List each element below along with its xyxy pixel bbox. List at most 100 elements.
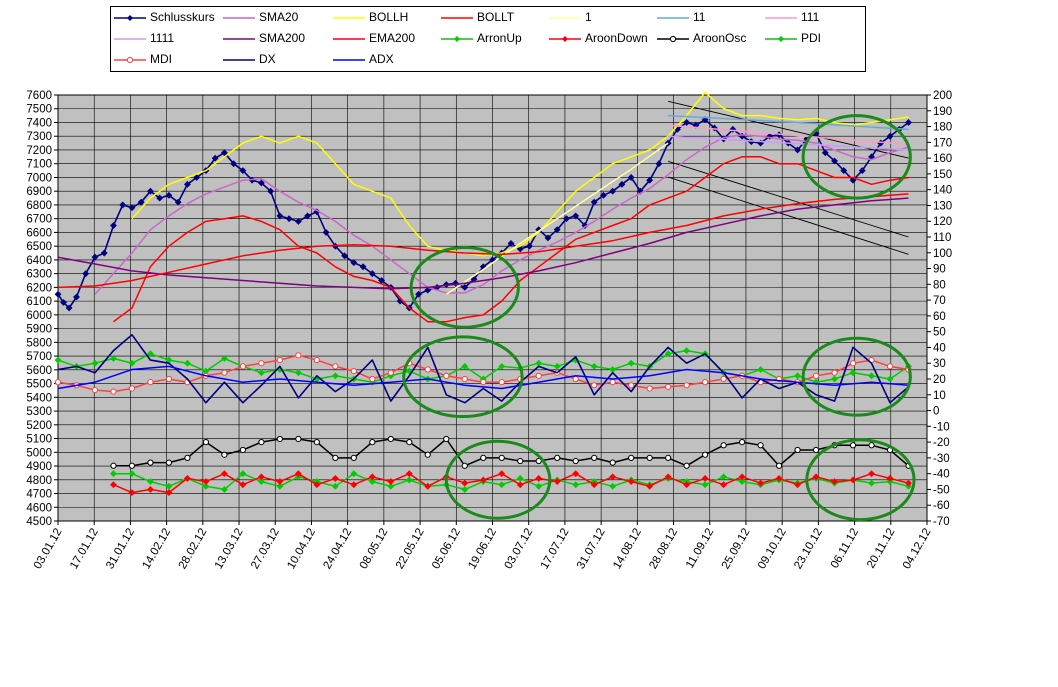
point-aroonosc — [775, 462, 783, 469]
point-pdi — [184, 359, 191, 367]
point-mdi — [683, 382, 690, 389]
y2-tick-label: 100 — [933, 248, 952, 260]
point-arronup — [498, 481, 506, 489]
point-aroonosc — [443, 435, 450, 443]
y2-tick-label: 20 — [933, 374, 946, 386]
legend-swatch — [223, 17, 255, 19]
point-arronup — [331, 482, 339, 490]
x-tick-label: 05.06.12 — [430, 527, 463, 572]
series-line-adx — [57, 365, 909, 390]
point-mdi — [239, 363, 246, 370]
y-tick-label: 5000 — [26, 447, 52, 459]
y2-tick-label: 120 — [933, 216, 952, 228]
point-aroonosc — [258, 439, 265, 446]
point-mdi — [498, 379, 505, 386]
y-tick-label: 5900 — [26, 324, 52, 336]
y-tick-label: 7500 — [26, 104, 52, 116]
point-aroondown — [683, 481, 691, 489]
legend-label: 111 — [801, 10, 820, 24]
point-schlusskurs — [60, 299, 67, 306]
y-tick-label: 5200 — [26, 420, 52, 432]
point-mdi — [443, 372, 450, 379]
series-line-bollt — [113, 156, 909, 323]
y2-tick-label: 180 — [933, 122, 952, 134]
legend-label: PDI — [801, 31, 822, 45]
y-tick-label: 6000 — [26, 310, 52, 322]
point-arronup — [701, 481, 709, 489]
point-mdi — [812, 372, 820, 379]
point-arronup — [368, 478, 376, 485]
point-mdi — [221, 369, 228, 376]
point-schlusskurs — [710, 124, 718, 132]
x-tick-label: 19.06.12 — [466, 527, 499, 572]
point-aroondown — [165, 489, 173, 497]
point-arronup — [239, 470, 247, 478]
point-schlusskurs — [220, 149, 228, 157]
point-aroonosc — [202, 439, 210, 446]
point-aroondown — [553, 478, 561, 485]
point-aroonosc — [239, 446, 246, 454]
point-mdi — [572, 375, 579, 383]
point-pdi — [553, 362, 561, 370]
point-mdi — [332, 363, 339, 370]
point-aroondown — [313, 481, 321, 489]
point-aroondown — [405, 470, 413, 478]
point-schlusskurs — [821, 149, 829, 157]
point-aroondown — [294, 470, 302, 478]
point-aroondown — [498, 470, 506, 478]
highlight-circle — [409, 246, 520, 329]
y-tick-label: 6100 — [26, 296, 52, 308]
point-arronup — [572, 481, 580, 489]
point-schlusskurs — [461, 283, 469, 291]
point-aroondown — [609, 473, 617, 481]
x-tick-label: 28.08.12 — [647, 527, 680, 572]
y2-tick-label: -40 — [933, 469, 950, 481]
legend-label: ArronUp — [477, 31, 522, 45]
point-aroonosc — [350, 454, 357, 461]
legend-label: BOLLT — [477, 10, 515, 24]
point-arronup — [387, 482, 395, 490]
point-schlusskurs — [415, 290, 422, 298]
legend-swatch — [441, 17, 473, 19]
point-schlusskurs — [100, 249, 108, 257]
y-tick-label: 7300 — [26, 131, 52, 143]
point-schlusskurs — [341, 252, 349, 260]
point-schlusskurs — [165, 191, 173, 199]
point-schlusskurs — [211, 154, 219, 162]
y-tick-label: 5800 — [26, 337, 52, 349]
x-tick-label: 13.03.12 — [213, 527, 246, 572]
point-aroonosc — [332, 454, 339, 461]
point-arronup — [147, 478, 154, 485]
legend-label: SMA20 — [259, 10, 299, 24]
y2-tick-label: 150 — [933, 169, 952, 181]
point-pdi — [54, 356, 62, 364]
legend-swatch — [765, 17, 797, 19]
point-mdi — [54, 379, 62, 386]
point-aroonosc — [406, 439, 413, 446]
point-mdi — [702, 379, 709, 386]
x-tick-label: 17.07.12 — [539, 527, 572, 572]
point-aroonosc — [628, 454, 635, 461]
point-aroondown — [905, 479, 912, 487]
point-aroondown — [757, 479, 765, 487]
point-aroonosc — [221, 451, 228, 458]
point-schlusskurs — [110, 222, 117, 229]
y-tick-label: 4900 — [26, 461, 52, 473]
point-aroondown — [812, 473, 820, 481]
point-pdi — [331, 372, 339, 380]
point-mdi — [591, 382, 598, 389]
point-aroondown — [868, 470, 875, 478]
y-tick-label: 6600 — [26, 227, 52, 239]
x-tick-label: 25.09.12 — [720, 527, 753, 572]
point-aroondown — [794, 481, 801, 489]
legend-swatch — [114, 15, 146, 21]
series-line-aroonosc — [113, 438, 909, 467]
legend-swatch — [333, 59, 365, 61]
point-schlusskurs — [544, 234, 552, 242]
point-mdi — [665, 383, 672, 390]
point-schlusskurs — [137, 198, 145, 206]
point-mdi — [535, 372, 542, 379]
series-line-1 — [445, 142, 669, 295]
series-line-sma200 — [57, 197, 909, 290]
